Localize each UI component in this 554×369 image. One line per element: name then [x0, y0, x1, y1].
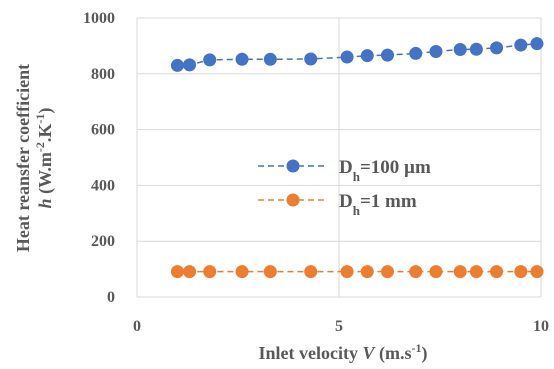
data-point [490, 41, 504, 55]
data-point [453, 43, 467, 57]
tick-labels: 0 200 400 600 800 1000 0 5 10 [83, 10, 549, 335]
data-point [514, 38, 528, 52]
data-point [360, 49, 374, 63]
data-point [490, 265, 504, 279]
data-point [469, 265, 483, 279]
series-line [177, 42, 538, 67]
x-axis-unit-close: ) [422, 343, 428, 364]
data-point [469, 42, 483, 56]
data-point [380, 48, 394, 62]
legend-label-subscript: h [353, 203, 361, 218]
data-point [360, 265, 374, 279]
data-point [380, 265, 394, 279]
series-1 [170, 265, 544, 279]
data-point [304, 265, 318, 279]
x-tick-label: 0 [133, 318, 141, 335]
legend-label: Dh=1 mm [339, 191, 417, 218]
legend-label-main: D [339, 157, 353, 178]
series-0 [170, 37, 544, 72]
data-point [409, 265, 423, 279]
svg-text:h (W.m-2.K-1): h (W.m-2.K-1) [33, 108, 56, 209]
x-axis-unit-exponent: -1 [412, 341, 422, 355]
legend-label: Dh=100 µm [339, 157, 431, 184]
legend-marker [286, 193, 300, 207]
y-tick-label: 800 [91, 66, 115, 83]
y-axis-title: Heat reansfer coefficient h (W.m-2.K-1) [13, 64, 56, 252]
y-tick-label: 200 [91, 233, 115, 250]
data-point [263, 52, 277, 66]
y-axis-unit-mid: .K [35, 124, 55, 143]
y-tick-label: 1000 [83, 10, 115, 27]
y-axis-variable: h [35, 198, 55, 208]
data-point [530, 37, 544, 51]
legend-label-main: D [339, 191, 353, 212]
legend-label-rest: =1 mm [360, 191, 417, 212]
y-axis-unit-exponent-2: -1 [33, 114, 47, 124]
data-point [203, 53, 217, 67]
data-point [340, 50, 354, 64]
y-tick-label: 400 [91, 177, 115, 194]
data-point [170, 58, 184, 72]
data-point [183, 265, 197, 279]
x-tick-label: 5 [335, 318, 343, 335]
svg-text:Heat reansfer coefficient: Heat reansfer coefficient [13, 64, 33, 252]
data-point [203, 265, 217, 279]
data-point [340, 265, 354, 279]
legend-item-1: Dh=1 mm [258, 191, 417, 218]
data-point [429, 44, 443, 58]
y-tick-label: 600 [91, 122, 115, 139]
y-tick-label: 0 [107, 289, 115, 306]
y-axis-unit-exponent-1: -2 [33, 142, 47, 152]
data-point [183, 58, 197, 72]
y-axis-unit-close: ) [35, 108, 56, 114]
data-point [263, 265, 277, 279]
x-axis-title-text: Inlet velocity [259, 343, 363, 363]
plot-series [170, 37, 544, 279]
x-axis-variable: V [362, 343, 376, 363]
legend-label-subscript: h [353, 169, 361, 184]
y-axis-title-line1: Heat reansfer coefficient [13, 64, 33, 252]
legend-label-rest: =100 µm [360, 157, 431, 178]
data-point [170, 265, 184, 279]
gridlines [136, 17, 542, 298]
x-axis-title: Inlet velocity V (m.s-1) [259, 341, 428, 364]
x-axis-unit: (m.s [375, 343, 412, 364]
y-axis-unit: (W.m [35, 152, 56, 198]
legend-item-0: Dh=100 µm [258, 157, 431, 184]
data-point [453, 265, 467, 279]
data-point [514, 265, 528, 279]
data-point [409, 46, 423, 60]
data-point [235, 52, 249, 66]
data-point [429, 265, 443, 279]
data-point [530, 265, 544, 279]
data-point [235, 265, 249, 279]
x-tick-label: 10 [533, 318, 549, 335]
data-point [304, 52, 318, 66]
legend-marker [286, 159, 300, 173]
